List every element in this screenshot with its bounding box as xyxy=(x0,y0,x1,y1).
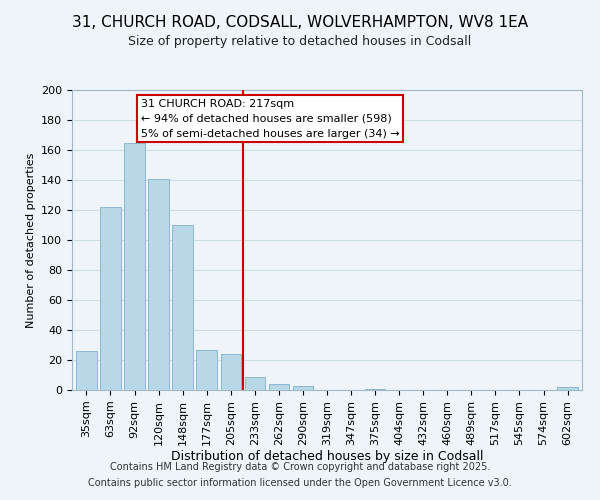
Y-axis label: Number of detached properties: Number of detached properties xyxy=(26,152,35,328)
Text: Contains HM Land Registry data © Crown copyright and database right 2025.: Contains HM Land Registry data © Crown c… xyxy=(110,462,490,472)
Bar xyxy=(124,142,145,390)
Bar xyxy=(365,388,385,390)
Bar xyxy=(172,225,193,390)
Bar xyxy=(269,384,289,390)
Bar xyxy=(148,178,169,390)
Bar xyxy=(221,354,241,390)
Text: 31, CHURCH ROAD, CODSALL, WOLVERHAMPTON, WV8 1EA: 31, CHURCH ROAD, CODSALL, WOLVERHAMPTON,… xyxy=(72,15,528,30)
Bar xyxy=(100,207,121,390)
X-axis label: Distribution of detached houses by size in Codsall: Distribution of detached houses by size … xyxy=(171,450,483,464)
Text: Contains public sector information licensed under the Open Government Licence v3: Contains public sector information licen… xyxy=(88,478,512,488)
Bar xyxy=(196,350,217,390)
Bar xyxy=(245,376,265,390)
Text: 31 CHURCH ROAD: 217sqm
← 94% of detached houses are smaller (598)
5% of semi-det: 31 CHURCH ROAD: 217sqm ← 94% of detached… xyxy=(141,99,400,138)
Text: Size of property relative to detached houses in Codsall: Size of property relative to detached ho… xyxy=(128,35,472,48)
Bar xyxy=(76,351,97,390)
Bar xyxy=(557,387,578,390)
Bar xyxy=(293,386,313,390)
